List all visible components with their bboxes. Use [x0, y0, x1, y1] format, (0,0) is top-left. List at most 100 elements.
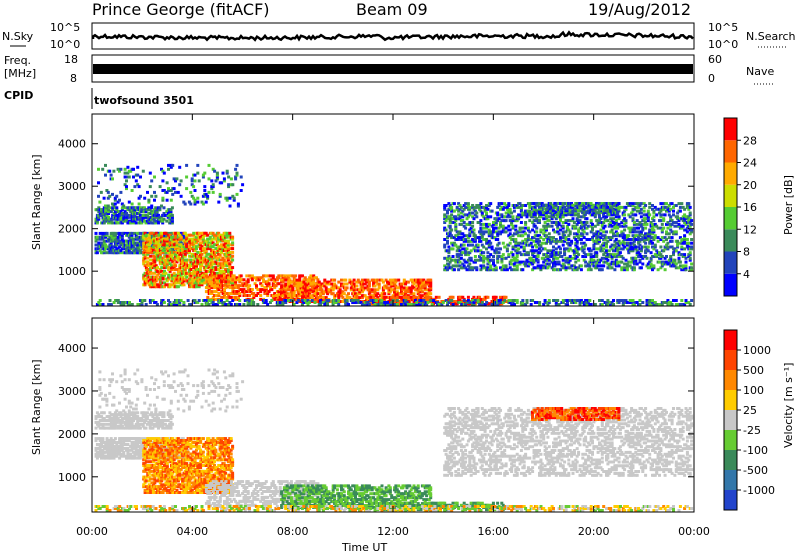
- power-cell: [153, 245, 157, 249]
- power-cell: [572, 232, 576, 236]
- power-cell: [665, 202, 668, 206]
- power-cell: [677, 256, 681, 260]
- power-cell: [291, 288, 295, 292]
- power-cell: [162, 233, 166, 237]
- power-cell: [458, 260, 462, 264]
- power-cell: [462, 221, 466, 224]
- power-cell: [172, 258, 176, 262]
- power-cell: [146, 281, 150, 285]
- power-cell: [210, 250, 214, 254]
- power-cell: [217, 264, 221, 268]
- power-cell: [203, 268, 207, 271]
- power-cell: [360, 278, 364, 282]
- power-cell: [109, 243, 113, 247]
- power-cell: [539, 236, 543, 240]
- power-cell: [238, 280, 242, 284]
- power-cell: [157, 245, 161, 249]
- power-cell: [683, 234, 687, 238]
- power-cell: [130, 231, 134, 235]
- power-cell: [230, 292, 233, 295]
- power-cell: [489, 202, 493, 206]
- power-cell: [156, 241, 160, 245]
- power-cell: [221, 245, 225, 249]
- power-cell: [98, 249, 102, 253]
- power-cell: [94, 231, 98, 235]
- power-cell: [612, 217, 615, 221]
- power-cell: [512, 268, 516, 272]
- power-cell: [181, 275, 185, 279]
- power-cell: [165, 239, 169, 243]
- power-cell: [532, 202, 536, 205]
- power-cell: [468, 262, 472, 266]
- power-cell: [170, 215, 174, 219]
- power-cell: [238, 292, 242, 295]
- power-cell: [141, 239, 145, 243]
- power-cell: [452, 268, 456, 272]
- power-cell: [115, 208, 119, 212]
- power-cell: [517, 247, 521, 251]
- power-cell: [101, 212, 105, 215]
- power-cell: [482, 230, 486, 234]
- power-cell: [138, 249, 142, 253]
- power-cell: [501, 224, 505, 228]
- power-cell: [585, 217, 589, 221]
- power-cell: [369, 295, 373, 299]
- power-cell: [588, 238, 592, 241]
- power-cell: [500, 202, 504, 206]
- power-cell: [301, 294, 304, 298]
- power-cell: [273, 286, 277, 290]
- power-cell: [196, 262, 200, 266]
- power-cell: [176, 235, 180, 239]
- power-cell: [547, 262, 551, 266]
- power-cell: [228, 286, 232, 290]
- power-cell: [211, 260, 215, 264]
- power-cell: [305, 290, 309, 294]
- power-cell: [161, 249, 165, 252]
- power-cell: [274, 295, 278, 299]
- power-cell: [199, 266, 203, 270]
- power-cell: [559, 236, 562, 240]
- power-cell: [645, 222, 649, 226]
- power-cell: [149, 254, 153, 258]
- power-cell: [674, 230, 678, 234]
- power-cell: [319, 294, 323, 298]
- power-cell: [165, 237, 169, 241]
- power-cell: [319, 286, 323, 290]
- power-cell: [230, 295, 233, 299]
- power-cell: [620, 205, 624, 209]
- power-cell: [192, 233, 196, 237]
- power-cell: [511, 245, 515, 249]
- power-cell: [584, 260, 588, 264]
- power-cell: [271, 278, 275, 282]
- power-cell: [200, 233, 204, 237]
- power-cell: [214, 294, 218, 297]
- power-cell: [116, 237, 120, 241]
- power-cell: [210, 268, 214, 271]
- power-cell: [485, 230, 488, 234]
- power-cell: [138, 231, 142, 235]
- power-cell: [192, 231, 196, 235]
- power-cell: [204, 271, 208, 275]
- power-cell: [190, 279, 194, 283]
- power-cell: [154, 279, 158, 283]
- power-cell: [161, 256, 165, 260]
- power-cell: [172, 243, 176, 247]
- power-cell: [234, 284, 238, 288]
- power-cell: [659, 213, 663, 217]
- power-cell: [607, 249, 611, 253]
- power-cell: [175, 260, 179, 264]
- power-cell: [218, 271, 222, 275]
- power-cell: [220, 258, 223, 262]
- power-cell: [170, 235, 173, 239]
- power-cell: [579, 215, 583, 219]
- power-cell: [227, 294, 231, 297]
- power-cell: [190, 239, 194, 243]
- power-cell: [97, 241, 101, 245]
- power-cell: [282, 290, 286, 294]
- power-cell: [142, 258, 146, 262]
- power-cell: [690, 238, 694, 241]
- power-cell: [171, 241, 175, 245]
- power-cell: [223, 290, 226, 294]
- power-cell: [210, 290, 214, 294]
- power-cell: [547, 215, 551, 219]
